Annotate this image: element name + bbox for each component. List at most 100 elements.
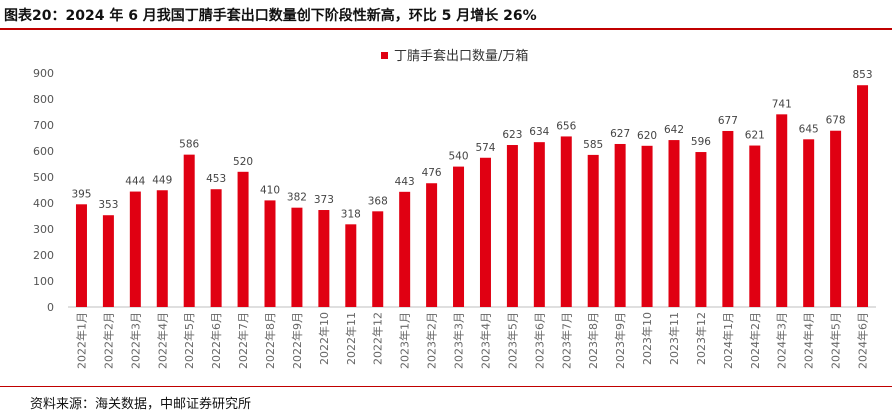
x-tick-label: 2022年1月 [74,312,88,369]
bar-value-label: 596 [691,136,711,148]
bar [857,85,869,307]
y-axis: 0 100 200 300 400 500 600 700 800 900 [33,67,54,314]
figure-title: 图表20：2024 年 6 月我国丁腈手套出口数量创下阶段性新高，环比 5 月增… [4,8,537,24]
x-tick-label: 2024年6月 [856,312,870,369]
bar [129,191,141,307]
y-tick-label: 600 [33,145,54,158]
bar-value-label: 449 [152,174,172,186]
chart-legend: 丁腈手套出口数量/万箱 [381,48,528,64]
y-tick-label: 200 [33,249,54,262]
bar [506,145,518,307]
bar-value-label: 656 [556,120,576,132]
x-tick-label: 2024年2月 [748,312,762,369]
bar-value-label: 318 [341,208,361,220]
bar-value-label: 634 [529,126,549,138]
legend-swatch [381,52,388,59]
bar-value-label: 621 [745,130,765,142]
bar [264,200,276,307]
bar-value-label: 853 [853,69,873,81]
x-tick-label: 2022年11 [344,312,358,365]
x-tick-label: 2022年12 [371,312,385,365]
legend-label: 丁腈手套出口数量/万箱 [394,48,528,64]
bar-value-label: 453 [206,173,226,185]
source-note: 资料来源：海关数据，中邮证券研究所 [30,397,252,412]
bar [614,143,626,307]
x-tick-label: 2024年3月 [775,312,789,369]
x-tick-label: 2023年6月 [532,312,546,369]
data-labels: 395 353 444 449 586 453 520 410 382 373 318 368 443 4… [71,69,872,220]
bar [830,130,842,307]
bar [749,145,761,307]
x-tick-label: 2022年3月 [128,312,142,369]
bar [237,171,249,307]
bar [479,157,491,307]
x-tick-label: 2023年12 [694,312,708,365]
x-tick-label: 2023年5月 [505,312,519,369]
y-tick-label: 400 [33,197,54,210]
bar-value-label: 620 [637,130,657,142]
y-tick-label: 500 [33,171,54,184]
bars [75,85,869,307]
x-tick-label: 2023年2月 [425,312,439,369]
bar [102,215,114,307]
x-tick-label: 2023年8月 [586,312,600,369]
y-tick-label: 800 [33,93,54,106]
bar [399,191,411,307]
x-tick-label: 2023年3月 [452,312,466,369]
bar [345,224,357,307]
bar [695,152,707,307]
x-tick-label: 2024年5月 [829,312,843,369]
source-bar: 资料来源：海关数据，中邮证券研究所 [0,386,892,412]
bar [722,130,734,307]
x-tick-label: 2023年10 [640,312,654,365]
x-tick-label: 2022年7月 [236,312,250,369]
bar-value-label: 368 [368,195,388,207]
bar-value-label: 678 [826,115,846,127]
bar-value-label: 476 [422,167,442,179]
bar [776,114,788,307]
x-tick-label: 2022年9月 [290,312,304,369]
bar [641,145,653,307]
bar-value-label: 520 [233,156,253,168]
x-axis-labels: 2022年1月 2022年2月 2022年3月 2022年4月 2022年5月 2022年… [74,312,869,369]
bar [803,139,815,307]
bar [426,183,438,307]
bar-value-label: 353 [98,199,118,211]
y-tick-label: 0 [47,301,54,314]
bar-value-label: 585 [583,139,603,151]
bar [210,189,222,307]
x-tick-label: 2024年1月 [721,312,735,369]
y-tick-label: 700 [33,119,54,132]
bar-value-label: 741 [772,98,792,110]
bar [75,204,87,307]
bar-value-label: 623 [502,129,522,141]
bar [560,136,572,307]
x-tick-label: 2022年4月 [155,312,169,369]
x-tick-label: 2022年8月 [263,312,277,369]
bar-value-label: 410 [260,184,280,196]
bar [533,142,545,307]
y-tick-label: 900 [33,67,54,80]
title-bar: 图表20：2024 年 6 月我国丁腈手套出口数量创下阶段性新高，环比 5 月增… [0,0,892,30]
bar-value-label: 395 [71,188,91,200]
bar [183,154,195,307]
bar-value-label: 574 [475,142,495,154]
x-tick-label: 2022年10 [317,312,331,365]
bar-value-label: 382 [287,192,307,204]
y-tick-label: 300 [33,223,54,236]
bar-value-label: 586 [179,139,199,151]
bar [291,207,303,307]
x-tick-label: 2024年4月 [802,312,816,369]
bar-value-label: 677 [718,115,738,127]
y-tick-label: 100 [33,275,54,288]
bar [372,211,384,307]
bar-value-label: 444 [125,176,145,188]
x-tick-label: 2022年6月 [209,312,223,369]
bar [587,154,599,307]
bar-value-label: 540 [449,151,469,163]
x-tick-label: 2023年1月 [398,312,412,369]
bar [668,140,680,307]
x-tick-label: 2023年7月 [559,312,573,369]
x-tick-label: 2022年5月 [182,312,196,369]
bar-value-label: 642 [664,124,684,136]
